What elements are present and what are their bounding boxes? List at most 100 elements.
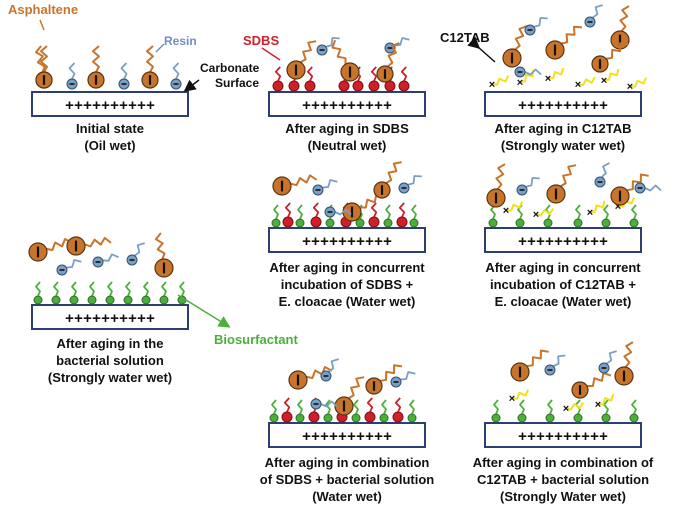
svg-text:(Water wet): (Water wet) <box>312 489 382 504</box>
biosurfactant-label: Biosurfactant <box>214 332 298 347</box>
biosurfactant-molecule <box>629 204 639 228</box>
asphaltene-molecule <box>286 40 317 80</box>
svg-text:×: × <box>601 75 607 87</box>
biosurfactant-molecule <box>573 204 583 228</box>
biosurfactant-molecule <box>159 281 169 305</box>
asphaltene-molecule <box>545 25 582 60</box>
sdbs-molecule <box>396 202 408 228</box>
biosurfactant-molecule <box>105 281 115 305</box>
biosurfactant-molecule <box>543 204 553 228</box>
caption-sdbs: After aging in SDBS (Neutral wet) <box>285 121 409 153</box>
caption-initial: Initial state (Oil wet) <box>76 121 144 153</box>
substrate-sdbs: ++++++++++ <box>268 91 426 117</box>
biosurfactant-molecule <box>295 399 305 423</box>
biosurfactant-molecule <box>383 204 393 228</box>
svg-text:(Strongly water wet): (Strongly water wet) <box>48 370 172 385</box>
svg-text:(Oil wet): (Oil wet) <box>84 138 135 153</box>
caption-c12tab-bacterial: After aging in combination of C12TAB + b… <box>473 455 654 504</box>
biosurfactant-arrow <box>177 294 231 328</box>
biosurfactant-molecule <box>491 399 501 423</box>
resin-molecule <box>584 4 603 28</box>
c12tab-molecule: × <box>587 200 606 219</box>
substrate-sdbs-ecloacae: ++++++++++ <box>268 227 426 253</box>
asphaltene-molecule <box>591 42 629 73</box>
resin-molecule <box>118 62 130 90</box>
svg-text:×: × <box>627 81 633 93</box>
biosurfactant-molecule <box>573 399 583 423</box>
asphaltene-molecule <box>510 349 549 382</box>
surface-charges: ++++++++++ <box>302 98 392 115</box>
svg-text:×: × <box>587 207 593 219</box>
svg-text:Initial state: Initial state <box>76 121 144 136</box>
biosurfactant-molecule <box>488 204 498 228</box>
biosurfactant-molecule <box>177 281 187 305</box>
svg-text:After aging in concurrent: After aging in concurrent <box>485 260 641 275</box>
sdbs-molecule <box>272 66 284 92</box>
caption-bacterial: After aging in the bacterial solution (S… <box>48 336 172 385</box>
svg-text:(Neutral wet): (Neutral wet) <box>308 138 387 153</box>
svg-text:(Strongly water wet): (Strongly water wet) <box>501 138 625 153</box>
svg-text:×: × <box>533 209 539 221</box>
resin-molecule <box>598 350 617 374</box>
resin-molecule <box>390 371 416 388</box>
svg-text:×: × <box>563 403 569 415</box>
resin-molecule <box>92 253 119 268</box>
surface-charges: ++++++++++ <box>65 311 155 328</box>
svg-text:After aging in combination: After aging in combination <box>265 455 430 470</box>
asphaltene-molecule <box>334 376 365 416</box>
biosurfactant-molecule <box>601 399 611 423</box>
biosurfactant-molecule <box>407 399 417 423</box>
asphaltene-molecule <box>614 341 634 386</box>
sdbs-molecule <box>282 202 294 228</box>
svg-text:(Strongly Water wet): (Strongly Water wet) <box>500 489 626 504</box>
biosurfactant-molecule <box>269 399 279 423</box>
carbonate-surface-arrow <box>183 79 200 92</box>
biosurfactant-molecule <box>601 204 611 228</box>
asphaltene-molecule <box>502 25 528 68</box>
surface-charges: ++++++++++ <box>65 98 155 115</box>
carbonate-surface-label-line2: Surface <box>215 76 259 90</box>
resin-label: Resin <box>164 34 197 48</box>
resin-molecule <box>324 206 352 218</box>
resin-molecule <box>594 162 610 188</box>
c12tab-molecule: × <box>545 67 565 85</box>
c12tab-molecule: × <box>509 389 530 405</box>
svg-text:bacterial solution: bacterial solution <box>56 353 164 368</box>
surface-charges: ++++++++++ <box>518 98 608 115</box>
asphaltene-molecule <box>87 45 105 89</box>
svg-text:C12TAB + bacterial solution: C12TAB + bacterial solution <box>477 472 649 487</box>
resin-molecule <box>524 17 548 36</box>
resin-molecule <box>126 242 145 266</box>
asphaltene-molecule <box>486 163 506 208</box>
asphaltene-molecule <box>154 232 174 278</box>
svg-text:×: × <box>503 205 509 217</box>
svg-text:After aging in C12TAB: After aging in C12TAB <box>495 121 632 136</box>
c12tab-molecule: × <box>503 201 524 217</box>
biosurfactant-molecule <box>629 399 639 423</box>
svg-text:of SDBS + bacterial solution: of SDBS + bacterial solution <box>260 472 435 487</box>
substrate-c12tab-ecloacae: ++++++++++ <box>484 227 642 253</box>
resin-molecule <box>56 259 82 276</box>
sdbs-molecule <box>392 397 404 423</box>
svg-text:After aging in concurrent: After aging in concurrent <box>269 260 425 275</box>
caption-sdbs-ecloacae: After aging in concurrent incubation of … <box>269 260 425 309</box>
resin-molecule <box>312 179 338 196</box>
biosurfactant-molecule <box>123 281 133 305</box>
resin-molecule <box>384 37 410 54</box>
asphaltene-molecule <box>546 164 577 204</box>
surface-charges: ++++++++++ <box>518 234 608 251</box>
resin-molecule <box>544 354 566 376</box>
surface-charges: ++++++++++ <box>518 429 608 446</box>
c12tab-arrow <box>467 36 496 63</box>
caption-sdbs-bacterial: After aging in combination of SDBS + bac… <box>260 455 435 504</box>
svg-text:E. cloacae (Water wet): E. cloacae (Water wet) <box>279 294 416 309</box>
svg-text:After aging in SDBS: After aging in SDBS <box>285 121 409 136</box>
c12tab-molecule: × <box>517 69 535 89</box>
sdbs-molecule <box>368 202 380 228</box>
svg-text:×: × <box>489 79 495 91</box>
biosurfactant-molecule <box>141 281 151 305</box>
c12tab-molecule: × <box>595 393 615 411</box>
resin-molecule <box>316 37 340 56</box>
c12tab-molecule: × <box>533 207 555 221</box>
